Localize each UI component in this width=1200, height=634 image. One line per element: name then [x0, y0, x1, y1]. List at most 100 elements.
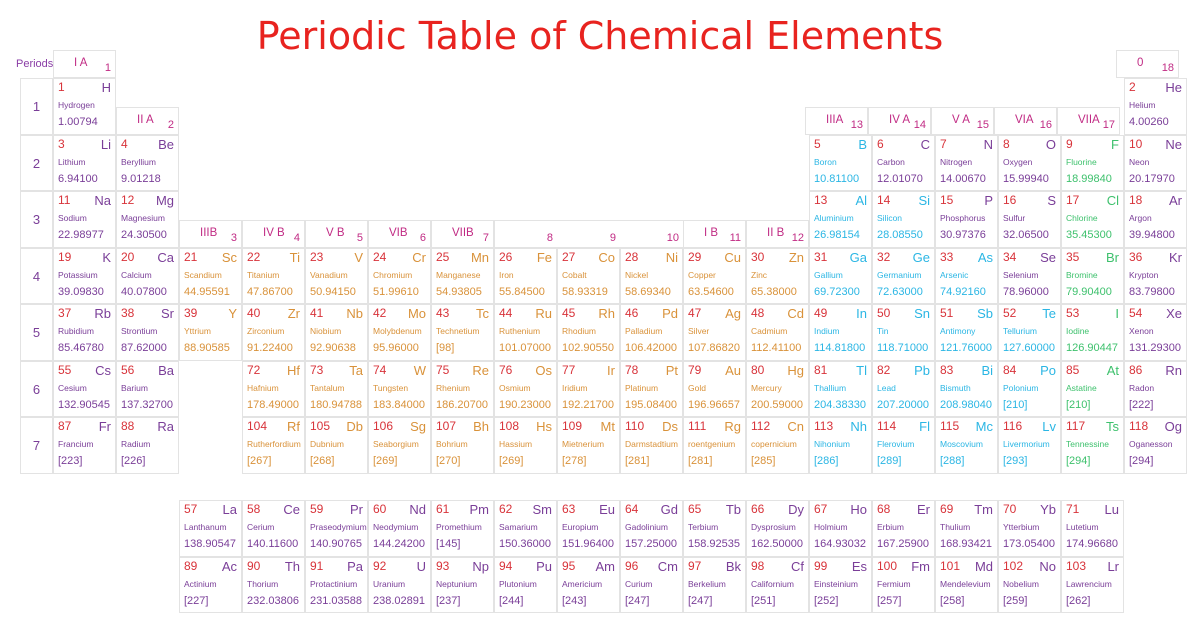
element-cell-si[interactable]: 14 Si Silicon 28.08550 [872, 191, 935, 248]
element-cell-sm[interactable]: 62 Sm Samarium 150.36000 [494, 500, 557, 557]
element-cell-ca[interactable]: 20 Ca Calcium 40.07800 [116, 247, 179, 304]
element-cell-th[interactable]: 90 Th Thorium 232.03806 [242, 556, 305, 613]
element-cell-ar[interactable]: 18 Ar Argon 39.94800 [1124, 191, 1187, 248]
element-cell-pa[interactable]: 91 Pa Protactinium 231.03588 [305, 556, 368, 613]
element-cell-ds[interactable]: 110 Ds Darmstadtium [281] [620, 417, 683, 474]
element-cell-re[interactable]: 75 Re Rhenium 186.20700 [431, 360, 494, 417]
element-cell-kr[interactable]: 36 Kr Krypton 83.79800 [1124, 247, 1187, 304]
element-cell-pr[interactable]: 59 Pr Praseodymium 140.90765 [305, 500, 368, 557]
element-cell-ho[interactable]: 67 Ho Holmium 164.93032 [809, 500, 872, 557]
element-cell-b[interactable]: 5 B Boron 10.81100 [809, 134, 872, 191]
element-cell-n[interactable]: 7 N Nitrogen 14.00670 [935, 134, 998, 191]
element-cell-pd[interactable]: 46 Pd Palladium 106.42000 [620, 304, 683, 361]
element-cell-li[interactable]: 3 Li Lithium 6.94100 [53, 134, 116, 191]
element-cell-bk[interactable]: 97 Bk Berkelium [247] [683, 556, 746, 613]
element-cell-u[interactable]: 92 U Uranium 238.02891 [368, 556, 431, 613]
element-cell-ts[interactable]: 117 Ts Tennessine [294] [1061, 417, 1124, 474]
element-cell-pt[interactable]: 78 Pt Platinum 195.08400 [620, 360, 683, 417]
element-cell-pm[interactable]: 61 Pm Promethium [145] [431, 500, 494, 557]
element-cell-c[interactable]: 6 C Carbon 12.01070 [872, 134, 935, 191]
element-cell-gd[interactable]: 64 Gd Gadolinium 157.25000 [620, 500, 683, 557]
element-cell-sr[interactable]: 38 Sr Strontium 87.62000 [116, 304, 179, 361]
element-cell-at[interactable]: 85 At Astatine [210] [1061, 360, 1124, 417]
element-cell-nd[interactable]: 60 Nd Neodymium 144.24200 [368, 500, 431, 557]
element-cell-ge[interactable]: 32 Ge Germanium 72.63000 [872, 247, 935, 304]
element-cell-ag[interactable]: 47 Ag Silver 107.86820 [683, 304, 746, 361]
element-cell-as[interactable]: 33 As Arsenic 74.92160 [935, 247, 998, 304]
element-cell-np[interactable]: 93 Np Neptunium [237] [431, 556, 494, 613]
element-cell-sg[interactable]: 106 Sg Seaborgium [269] [368, 417, 431, 474]
element-cell-db[interactable]: 105 Db Dubnium [268] [305, 417, 368, 474]
element-cell-o[interactable]: 8 O Oxygen 15.99940 [998, 134, 1061, 191]
element-cell-v[interactable]: 23 V Vanadium 50.94150 [305, 247, 368, 304]
element-cell-au[interactable]: 79 Au Gold 196.96657 [683, 360, 746, 417]
element-cell-br[interactable]: 35 Br Bromine 79.90400 [1061, 247, 1124, 304]
element-cell-fr[interactable]: 87 Fr Francium [223] [53, 417, 116, 474]
element-cell-lr[interactable]: 103 Lr Lawrencium [262] [1061, 556, 1124, 613]
element-cell-tc[interactable]: 43 Tc Technetium [98] [431, 304, 494, 361]
element-cell-cd[interactable]: 48 Cd Cadmium 112.41100 [746, 304, 809, 361]
element-cell-zr[interactable]: 40 Zr Zirconium 91.22400 [242, 304, 305, 361]
element-cell-co[interactable]: 27 Co Cobalt 58.93319 [557, 247, 620, 304]
element-cell-nb[interactable]: 41 Nb Niobium 92.90638 [305, 304, 368, 361]
element-cell-y[interactable]: 39 Y Yttrium 88.90585 [179, 304, 242, 361]
element-cell-fe[interactable]: 26 Fe Iron 55.84500 [494, 247, 557, 304]
element-cell-rg[interactable]: 111 Rg roentgenium [281] [683, 417, 746, 474]
element-cell-s[interactable]: 16 S Sulfur 32.06500 [998, 191, 1061, 248]
element-cell-eu[interactable]: 63 Eu Europium 151.96400 [557, 500, 620, 557]
element-cell-og[interactable]: 118 Og Oganesson [294] [1124, 417, 1187, 474]
element-cell-mt[interactable]: 109 Mt Mietnerium [278] [557, 417, 620, 474]
element-cell-ti[interactable]: 22 Ti Titanium 47.86700 [242, 247, 305, 304]
element-cell-mn[interactable]: 25 Mn Manganese 54.93805 [431, 247, 494, 304]
element-cell-lu[interactable]: 71 Lu Lutetium 174.96680 [1061, 500, 1124, 557]
element-cell-ac[interactable]: 89 Ac Actinium [227] [179, 556, 242, 613]
element-cell-rb[interactable]: 37 Rb Rubidium 85.46780 [53, 304, 116, 361]
element-cell-es[interactable]: 99 Es Einsteinium [252] [809, 556, 872, 613]
element-cell-po[interactable]: 84 Po Polonium [210] [998, 360, 1061, 417]
element-cell-md[interactable]: 101 Md Mendelevium [258] [935, 556, 998, 613]
element-cell-yb[interactable]: 70 Yb Ytterbium 173.05400 [998, 500, 1061, 557]
element-cell-sb[interactable]: 51 Sb Antimony 121.76000 [935, 304, 998, 361]
element-cell-os[interactable]: 76 Os Osmium 190.23000 [494, 360, 557, 417]
element-cell-ir[interactable]: 77 Ir Iridium 192.21700 [557, 360, 620, 417]
element-cell-ta[interactable]: 73 Ta Tantalum 180.94788 [305, 360, 368, 417]
element-cell-ru[interactable]: 44 Ru Ruthenium 101.07000 [494, 304, 557, 361]
element-cell-se[interactable]: 34 Se Selenium 78.96000 [998, 247, 1061, 304]
element-cell-cu[interactable]: 29 Cu Copper 63.54600 [683, 247, 746, 304]
element-cell-tm[interactable]: 69 Tm Thulium 168.93421 [935, 500, 998, 557]
element-cell-be[interactable]: 4 Be Beryllium 9.01218 [116, 134, 179, 191]
element-cell-dy[interactable]: 66 Dy Dysprosium 162.50000 [746, 500, 809, 557]
element-cell-no[interactable]: 102 No Nobelium [259] [998, 556, 1061, 613]
element-cell-fm[interactable]: 100 Fm Fermium [257] [872, 556, 935, 613]
element-cell-er[interactable]: 68 Er Erbium 167.25900 [872, 500, 935, 557]
element-cell-cf[interactable]: 98 Cf Californium [251] [746, 556, 809, 613]
element-cell-rh[interactable]: 45 Rh Rhodium 102.90550 [557, 304, 620, 361]
element-cell-cs[interactable]: 55 Cs Cesium 132.90545 [53, 360, 116, 417]
element-cell-al[interactable]: 13 Al Aluminium 26.98154 [809, 191, 872, 248]
element-cell-he[interactable]: 2 He Helium 4.00260 [1124, 78, 1187, 135]
element-cell-na[interactable]: 11 Na Sodium 22.98977 [53, 191, 116, 248]
element-cell-am[interactable]: 95 Am Americium [243] [557, 556, 620, 613]
element-cell-mc[interactable]: 115 Mc Moscovium [288] [935, 417, 998, 474]
element-cell-ra[interactable]: 88 Ra Radium [226] [116, 417, 179, 474]
element-cell-te[interactable]: 52 Te Tellurium 127.60000 [998, 304, 1061, 361]
element-cell-ga[interactable]: 31 Ga Gallium 69.72300 [809, 247, 872, 304]
element-cell-bh[interactable]: 107 Bh Bohrium [270] [431, 417, 494, 474]
element-cell-f[interactable]: 9 F Fluorine 18.99840 [1061, 134, 1124, 191]
element-cell-cl[interactable]: 17 Cl Chlorine 35.45300 [1061, 191, 1124, 248]
element-cell-hg[interactable]: 80 Hg Mercury 200.59000 [746, 360, 809, 417]
element-cell-tl[interactable]: 81 Tl Thallium 204.38330 [809, 360, 872, 417]
element-cell-rf[interactable]: 104 Rf Rutherfordium [267] [242, 417, 305, 474]
element-cell-xe[interactable]: 54 Xe Xenon 131.29300 [1124, 304, 1187, 361]
element-cell-p[interactable]: 15 P Phosphorus 30.97376 [935, 191, 998, 248]
element-cell-in[interactable]: 49 In Indium 114.81800 [809, 304, 872, 361]
element-cell-pb[interactable]: 82 Pb Lead 207.20000 [872, 360, 935, 417]
element-cell-cm[interactable]: 96 Cm Curium [247] [620, 556, 683, 613]
element-cell-fl[interactable]: 114 Fl Flerovium [289] [872, 417, 935, 474]
element-cell-nh[interactable]: 113 Nh Nihonium [286] [809, 417, 872, 474]
element-cell-zn[interactable]: 30 Zn Zinc 65.38000 [746, 247, 809, 304]
element-cell-sc[interactable]: 21 Sc Scandium 44.95591 [179, 247, 242, 304]
element-cell-pu[interactable]: 94 Pu Plutonium [244] [494, 556, 557, 613]
element-cell-ba[interactable]: 56 Ba Barium 137.32700 [116, 360, 179, 417]
element-cell-hf[interactable]: 72 Hf Hafnium 178.49000 [242, 360, 305, 417]
